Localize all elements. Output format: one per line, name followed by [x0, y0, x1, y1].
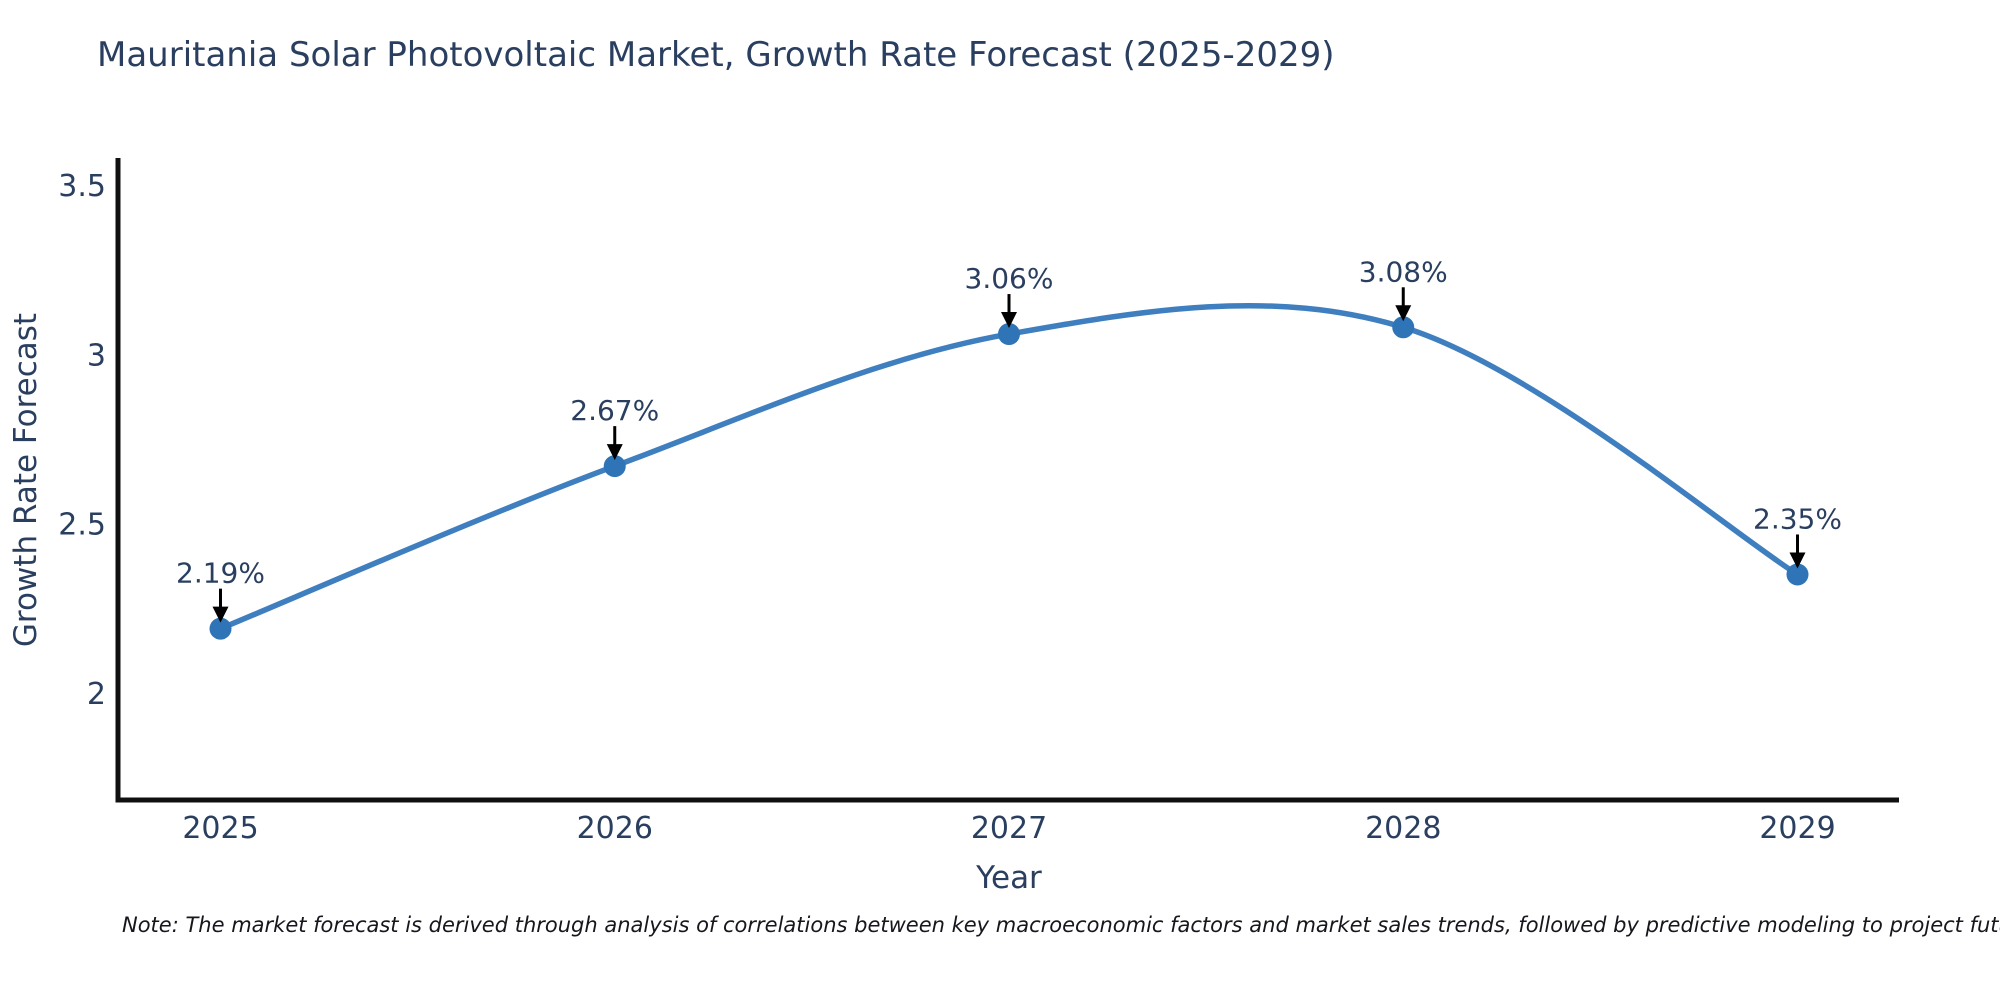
y-tick-label: 3	[87, 338, 106, 373]
series-line	[217, 302, 1801, 632]
x-axis-title: Year	[975, 860, 1042, 896]
data-point-label: 3.08%	[1359, 255, 1448, 288]
y-tick-label: 3.5	[58, 169, 106, 204]
data-point-label: 3.06%	[965, 262, 1054, 295]
data-point-marker[interactable]	[1392, 316, 1415, 339]
data-point-label: 2.19%	[176, 557, 265, 590]
annotation-arrowhead-icon	[1001, 312, 1017, 329]
x-tick-label: 2028	[1365, 811, 1441, 846]
data-point-label: 2.67%	[570, 394, 659, 427]
x-tick-label: 2026	[577, 811, 653, 846]
data-point-marker[interactable]	[998, 323, 1020, 346]
annotation-arrowhead-icon	[1395, 305, 1412, 322]
annotation-arrowhead-icon	[606, 444, 623, 461]
footnote: Note: The market forecast is derived thr…	[122, 913, 2000, 937]
data-point-marker[interactable]	[603, 455, 626, 478]
x-tick-label: 2029	[1759, 811, 1835, 846]
x-tick-label: 2027	[971, 811, 1047, 846]
annotation-arrowhead-icon	[1789, 552, 1806, 569]
y-tick-label: 2.5	[58, 508, 106, 543]
y-axis-title: Growth Rate Forecast	[8, 313, 44, 647]
data-point-marker[interactable]	[1786, 563, 1809, 586]
annotation-arrowhead-icon	[212, 606, 229, 623]
plot-area: 2 2.5 3 3.5 2025 2026 2027 2028 2029 2.19% 2.67% 3.…	[58, 169, 1842, 846]
data-point-label: 2.35%	[1753, 502, 1842, 535]
y-tick-label: 2	[87, 677, 106, 712]
x-tick-label: 2025	[182, 811, 258, 846]
chart-title: Mauritania Solar Photovoltaic Market, Gr…	[97, 35, 1335, 75]
data-point-marker[interactable]	[209, 617, 232, 640]
